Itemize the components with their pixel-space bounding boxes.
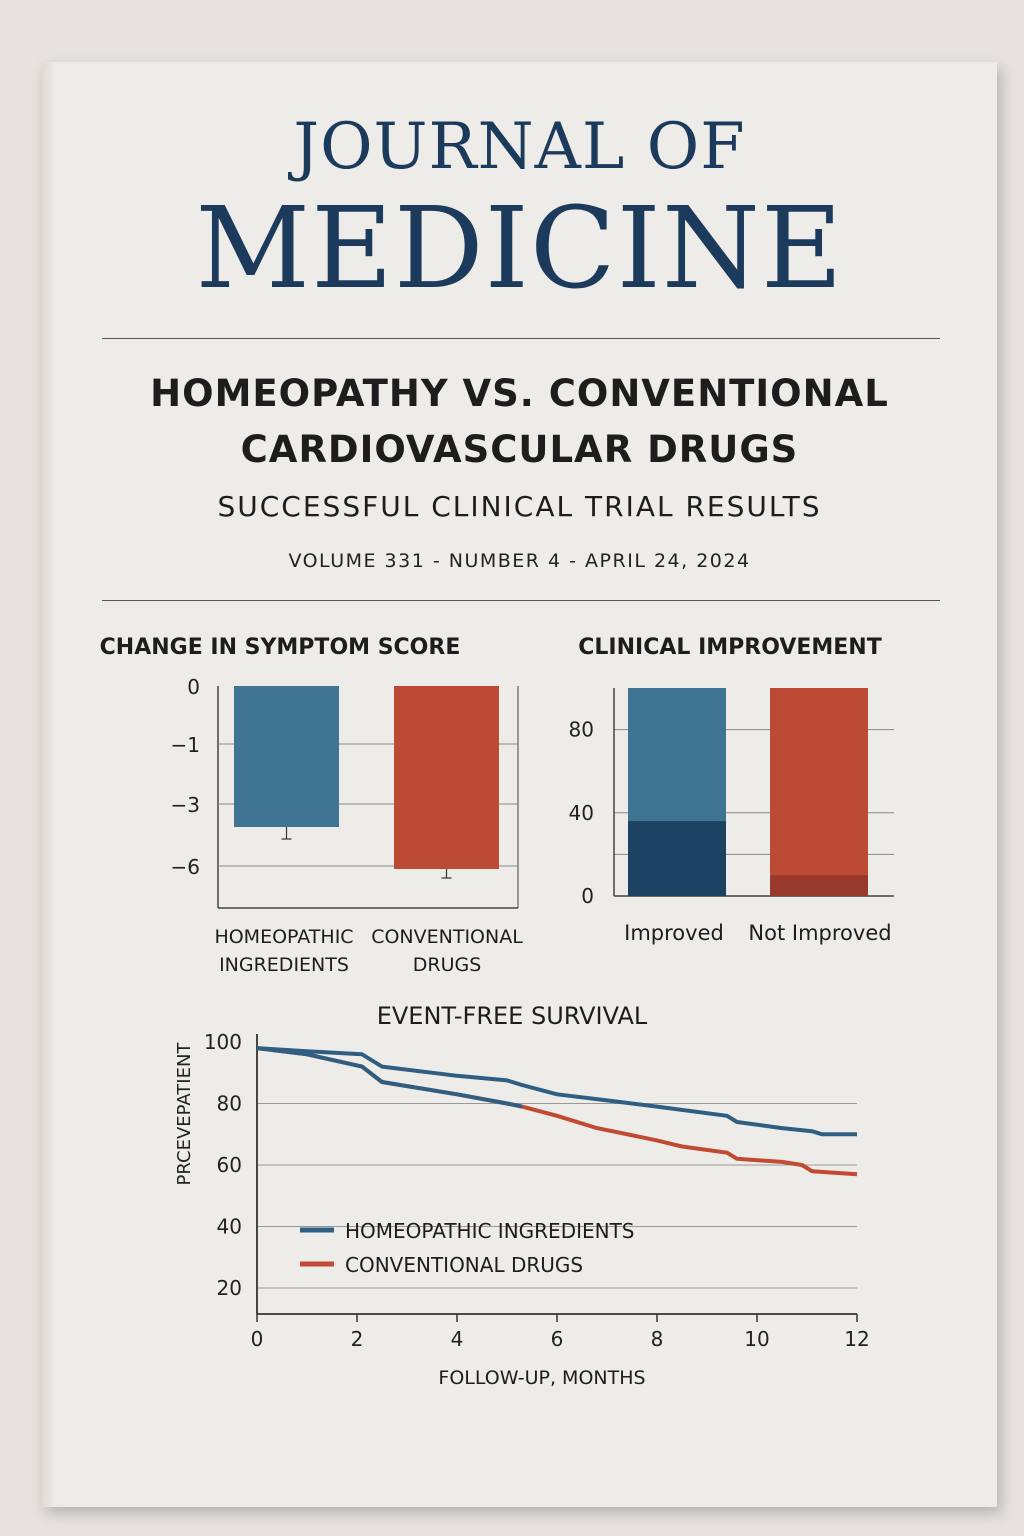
survival-x-tick: 8 xyxy=(651,1327,664,1351)
symptom-bar xyxy=(394,686,499,869)
symptom-category-label: DRUGS xyxy=(413,954,482,976)
symptom-tick-label: −1 xyxy=(171,733,200,757)
symptom-tick-label: −3 xyxy=(171,793,200,817)
survival-chart: EVENT-FREE SURVIVAL 100 80 60 40 20 0 2 4 6 8 10 1… xyxy=(174,1002,870,1389)
clinical-improvement-chart: CLINICAL IMPROVEMENT 80 40 0 Improved Not I… xyxy=(569,635,894,945)
conventional-survival-line-early xyxy=(256,1046,523,1109)
improvement-category-label: Not Improved xyxy=(748,921,891,945)
survival-x-tick: 10 xyxy=(744,1327,769,1351)
improvement-bar-segment xyxy=(770,875,868,896)
headline-line2: CARDIOVASCULAR DRUGS xyxy=(240,428,799,471)
improvement-bar-segment xyxy=(628,821,726,896)
journal-cover: JOURNAL OF MEDICINE HOMEOPATHY VS. CONVE… xyxy=(42,62,997,1507)
conventional-survival-line xyxy=(256,1046,858,1177)
survival-x-tick: 4 xyxy=(451,1327,464,1351)
survival-x-tick: 0 xyxy=(251,1327,264,1351)
survival-y-axis-label: PRCEVEPATIENT xyxy=(174,1042,195,1186)
symptom-category-label: HOMEOPATHIC xyxy=(214,926,353,948)
symptom-score-chart: CHANGE IN SYMPTOM SCORE 0 −1 −3 −6 HOMEOPAT… xyxy=(100,635,524,976)
legend-label: HOMEOPATHIC INGREDIENTS xyxy=(345,1219,635,1243)
improvement-tick-label: 80 xyxy=(569,718,594,742)
cover-spine-shadow xyxy=(42,62,56,1507)
survival-x-tick: 2 xyxy=(351,1327,364,1351)
survival-y-tick: 80 xyxy=(217,1092,242,1116)
improvement-tick-label: 40 xyxy=(569,801,594,825)
survival-x-tick: 6 xyxy=(551,1327,564,1351)
survival-y-tick: 100 xyxy=(204,1030,242,1054)
symptom-tick-label: −6 xyxy=(171,855,200,879)
headline-line1: HOMEOPATHY VS. CONVENTIONAL xyxy=(150,372,889,415)
survival-y-tick: 20 xyxy=(217,1276,242,1300)
homeopathic-survival-line xyxy=(256,1046,857,1137)
divider-top xyxy=(102,338,940,339)
improvement-tick-label: 0 xyxy=(581,884,594,908)
survival-chart-title: EVENT-FREE SURVIVAL xyxy=(377,1002,648,1030)
symptom-tick-label: 0 xyxy=(187,675,200,699)
survival-y-tick: 40 xyxy=(217,1215,242,1239)
journal-title-line1: JOURNAL OF xyxy=(293,110,746,184)
symptom-bar xyxy=(234,686,339,827)
improvement-category-label: Improved xyxy=(624,921,724,945)
charts-canvas: CHANGE IN SYMPTOM SCORE 0 −1 −3 −6 HOMEOPAT… xyxy=(100,635,894,1389)
improvement-chart-title: CLINICAL IMPROVEMENT xyxy=(578,635,881,660)
journal-title-line2: MEDICINE xyxy=(195,184,844,314)
improvement-bar xyxy=(770,688,868,896)
symptom-chart-title: CHANGE IN SYMPTOM SCORE xyxy=(100,635,461,660)
headline-subtitle: SUCCESSFUL CLINICAL TRIAL RESULTS xyxy=(217,490,822,523)
symptom-category-label: CONVENTIONAL xyxy=(371,926,523,948)
divider-middle xyxy=(102,600,940,601)
issue-info: VOLUME 331 - NUMBER 4 - APRIL 24, 2024 xyxy=(288,550,751,572)
symptom-category-label: INGREDIENTS xyxy=(219,954,349,976)
survival-x-axis-label: FOLLOW-UP, MONTHS xyxy=(438,1367,645,1389)
legend-label: CONVENTIONAL DRUGS xyxy=(345,1253,583,1277)
survival-x-tick: 12 xyxy=(844,1327,869,1351)
survival-y-tick: 60 xyxy=(217,1153,242,1177)
